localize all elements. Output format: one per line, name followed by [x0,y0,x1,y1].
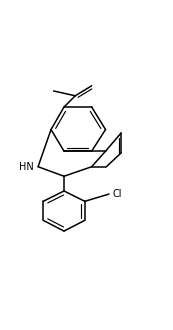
Text: Cl: Cl [112,189,122,199]
Text: HN: HN [19,162,34,172]
